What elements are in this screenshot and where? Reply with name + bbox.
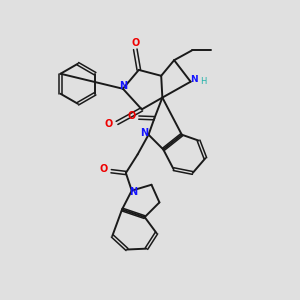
Text: O: O xyxy=(100,164,108,174)
Text: N: N xyxy=(190,75,198,84)
Text: N: N xyxy=(140,128,148,138)
Text: O: O xyxy=(105,119,113,129)
Text: O: O xyxy=(127,111,136,121)
Text: N: N xyxy=(129,188,138,197)
Text: H: H xyxy=(200,77,207,86)
Text: O: O xyxy=(131,38,140,48)
Text: N: N xyxy=(119,81,128,91)
